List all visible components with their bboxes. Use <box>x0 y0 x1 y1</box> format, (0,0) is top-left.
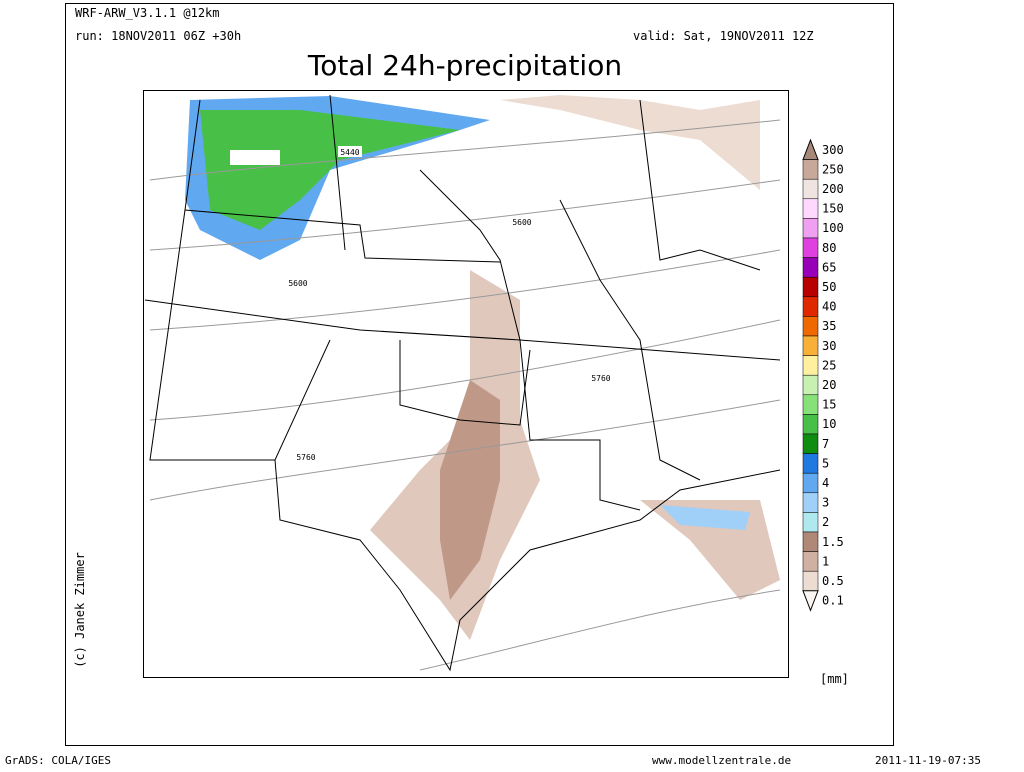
legend-swatch <box>802 296 819 317</box>
contour-label-bg <box>510 216 534 227</box>
legend-swatch <box>802 551 819 572</box>
legend-label: 2 <box>822 515 829 529</box>
height-contours <box>149 119 781 671</box>
precip-area <box>440 380 500 600</box>
legend-swatch <box>802 512 819 533</box>
legend-swatch <box>802 178 819 200</box>
legend-swatch <box>802 237 819 258</box>
legend-swatch <box>802 335 819 356</box>
valid-label: valid: Sat, 19NOV2011 12Z <box>633 29 814 43</box>
legend-label: 300 <box>822 143 844 157</box>
precip-area <box>500 95 760 190</box>
contour <box>149 179 781 251</box>
contour-label-bg <box>294 451 318 462</box>
contour-label: 5440 <box>340 148 359 157</box>
legend-label: 40 <box>822 300 836 314</box>
legend-swatch <box>802 374 819 396</box>
credit: (c) Janek Zimmer <box>73 552 87 668</box>
contour <box>419 589 781 671</box>
footer-right: 2011-11-19-07:35 <box>875 754 981 767</box>
legend-label: 1.5 <box>822 535 844 549</box>
legend-swatch <box>802 218 819 239</box>
state-line <box>419 169 641 511</box>
legend-swatch <box>802 472 819 494</box>
borders <box>144 94 781 672</box>
state-line <box>329 94 761 271</box>
state-line <box>184 99 501 263</box>
legend-label: 100 <box>822 221 844 235</box>
precip-hole <box>230 150 280 165</box>
legend-label: 65 <box>822 260 836 274</box>
map: 5440 5600 5600 5760 5760 <box>143 90 789 678</box>
legend-label: 30 <box>822 339 836 353</box>
legend-label: 150 <box>822 202 844 216</box>
footer-left: GrADS: COLA/IGES <box>5 754 111 767</box>
legend-swatch <box>802 316 819 337</box>
legend-label: 4 <box>822 476 829 490</box>
state-line <box>559 199 701 481</box>
map-border <box>143 90 789 678</box>
contour-label: 5760 <box>296 453 315 462</box>
legend: 300 250 200 150 100 80 65 50 40 35 30 25 20 15 10 7 5 4 3 2… <box>802 138 844 612</box>
legend-swatch <box>802 394 819 415</box>
legend-label: 5 <box>822 456 829 470</box>
legend-label: 35 <box>822 319 836 333</box>
model-label: WRF-ARW_V3.1.1 @12km <box>75 6 220 20</box>
legend-label: 50 <box>822 280 836 294</box>
legend-label: 25 <box>822 358 836 372</box>
contour-label: 5600 <box>288 279 307 288</box>
contour <box>149 319 781 421</box>
contour-labels: 5440 5600 5600 5760 5760 <box>286 146 613 462</box>
legend-label: 80 <box>822 241 836 255</box>
legend-swatch <box>802 590 819 612</box>
contour-label: 5600 <box>512 218 531 227</box>
legend-label: 1 <box>822 554 829 568</box>
legend-label: 250 <box>822 162 844 176</box>
legend-label: 10 <box>822 417 836 431</box>
legend-swatch <box>802 257 819 278</box>
state-line <box>149 209 331 461</box>
legend-swatch <box>802 414 819 435</box>
contour-label-bg <box>286 277 310 288</box>
contour-label-bg <box>338 146 362 157</box>
precip <box>185 95 780 640</box>
legend-label: 0.1 <box>822 594 844 608</box>
legend-label: 15 <box>822 398 836 412</box>
legend-label: 0.5 <box>822 574 844 588</box>
legend-unit: [mm] <box>820 672 849 686</box>
contour <box>149 119 781 181</box>
legend-label: 200 <box>822 182 844 196</box>
contour-label: 5760 <box>591 374 610 383</box>
legend-swatch <box>802 433 819 454</box>
precip-area <box>200 110 460 230</box>
precip-area <box>660 505 750 530</box>
title: Total 24h-precipitation <box>307 49 622 82</box>
legend-label: 7 <box>822 437 829 451</box>
legend-swatch <box>802 492 819 513</box>
contour-label-bg <box>589 372 613 383</box>
legend-swatch <box>802 198 819 219</box>
legend-swatch <box>802 355 819 376</box>
coast-line <box>274 459 781 672</box>
legend-label: 20 <box>822 378 836 392</box>
legend-swatch <box>802 159 819 180</box>
legend-swatch <box>802 570 819 592</box>
footer-center: www.modellzentrale.de <box>652 754 791 767</box>
legend-swatch <box>802 453 819 474</box>
run-label: run: 18NOV2011 06Z +30h <box>75 29 241 43</box>
contour <box>149 399 781 501</box>
state-line <box>399 340 531 426</box>
legend-swatch <box>802 276 819 298</box>
legend-label: 3 <box>822 496 829 510</box>
contour <box>149 249 781 331</box>
legend-swatch <box>802 531 819 552</box>
